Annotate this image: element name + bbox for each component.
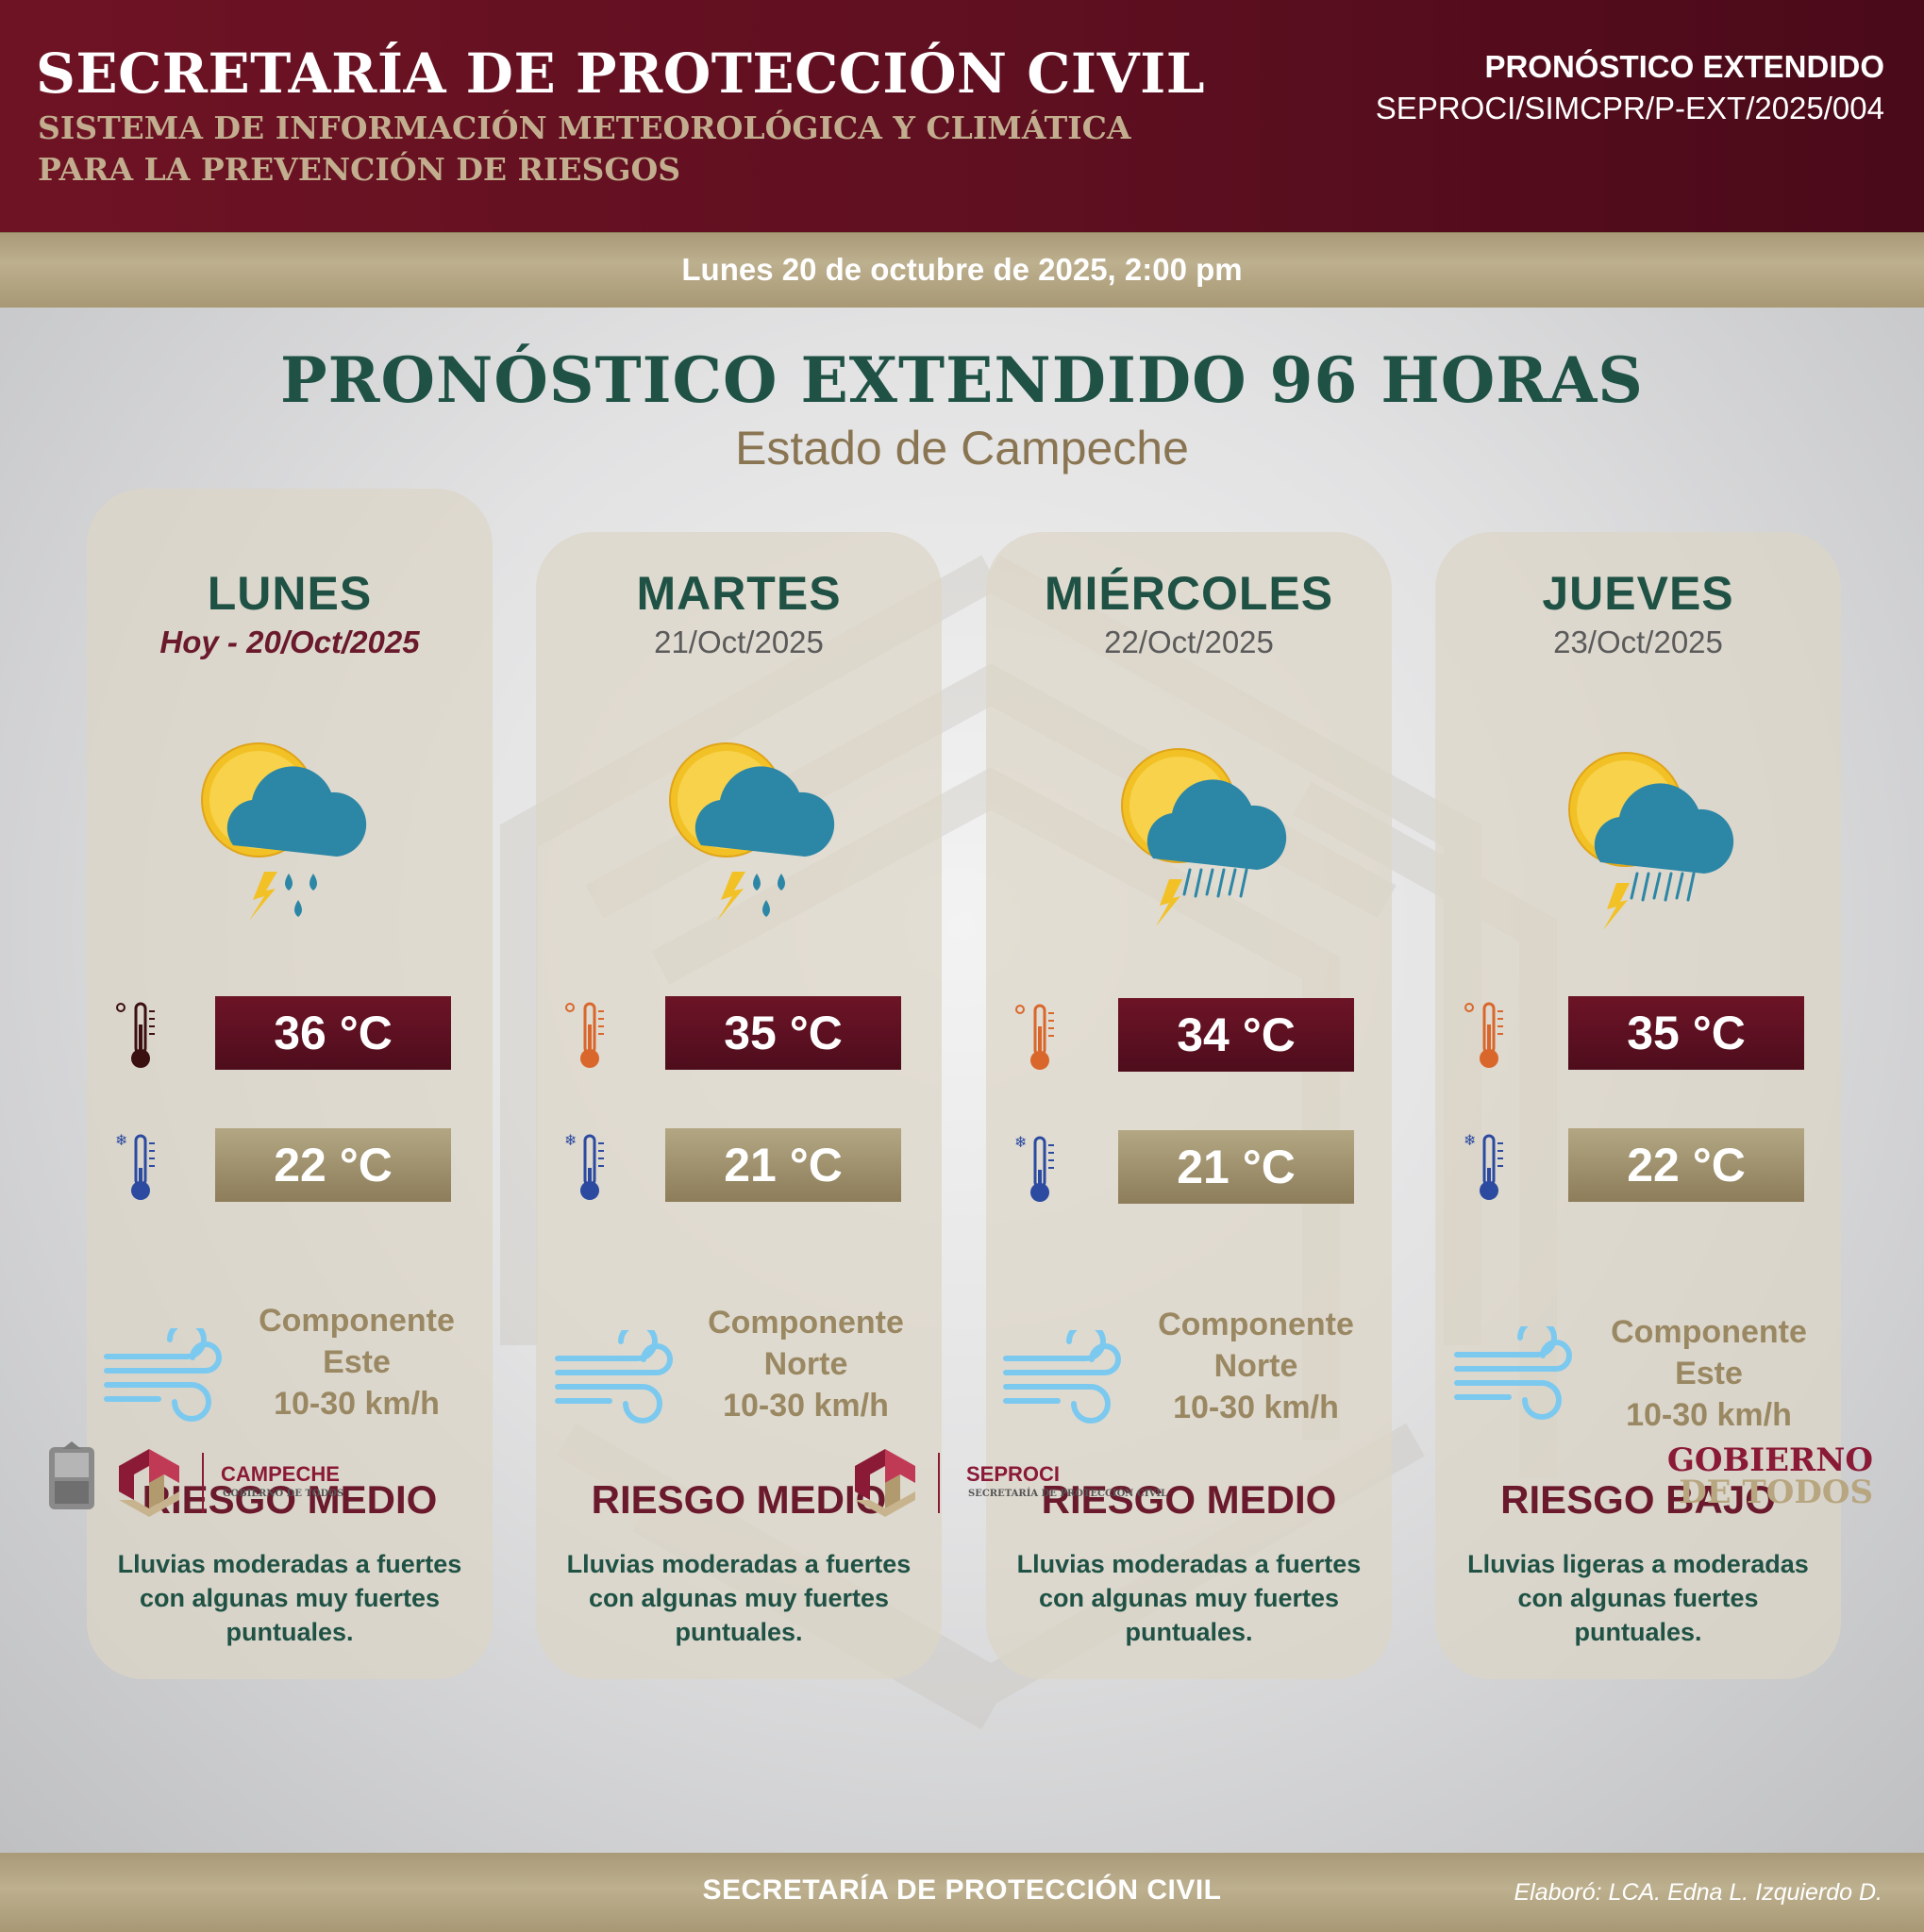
seproci-emblem-icon: [855, 1449, 915, 1517]
forecast-panel: PRONÓSTICO EXTENDIDO 96 HORAS Estado de …: [0, 308, 1924, 1853]
header-banner: SECRETARÍA DE PROTECCIÓN CIVIL SISTEMA D…: [0, 0, 1924, 232]
max-temperature: 36 °C: [215, 996, 451, 1070]
min-temperature: 21 °C: [1118, 1130, 1354, 1204]
forecast-region: Estado de Campeche: [735, 422, 1189, 475]
svg-text:❄: ❄: [1014, 1133, 1027, 1151]
min-temperature: 22 °C: [215, 1128, 451, 1202]
wind-icon: [1003, 1330, 1121, 1424]
day-date: 23/Oct/2025: [1553, 625, 1723, 659]
day-name: LUNES: [207, 567, 373, 620]
min-temperature-thermometer-icon: ❄: [564, 1131, 604, 1200]
svg-text:❄: ❄: [564, 1131, 577, 1149]
svg-text:❄: ❄: [1464, 1131, 1476, 1149]
day-date: 22/Oct/2025: [1104, 625, 1274, 659]
agency-subtitle-line1: SISTEMA DE INFORMACIÓN METEOROLÓGICA Y C…: [38, 109, 1131, 146]
risk-description: Lluvias moderadas a fuertes con algunas …: [566, 1550, 912, 1646]
day-date: Hoy - 20/Oct/2025: [159, 625, 420, 659]
campeche-logo-name: CAMPECHE: [221, 1462, 340, 1486]
day-name: MIÉRCOLES: [1044, 567, 1334, 620]
day-card-martes: MARTES 21/Oct/2025 35 °C ❄ 21 °C: [536, 532, 942, 1679]
footer-agency: SECRETARÍA DE PROTECCIÓN CIVIL: [702, 1874, 1222, 1906]
footer-bar: SECRETARÍA DE PROTECCIÓN CIVIL Elaboró: …: [0, 1853, 1924, 1932]
agency-title: SECRETARÍA DE PROTECCIÓN CIVIL: [36, 42, 1205, 106]
risk-description: Lluvias ligeras a moderadas con algunas …: [1467, 1550, 1809, 1646]
sun-cloud-storm-rain-icon: [1568, 752, 1734, 930]
sun-cloud-storm-rain-icon: [1121, 748, 1287, 926]
coat-of-arms-icon: [49, 1441, 94, 1509]
day-card-lunes: LUNES Hoy - 20/Oct/2025 36 °C ❄: [87, 489, 493, 1679]
svg-text:❄: ❄: [115, 1131, 127, 1149]
seproci-logo-name: SEPROCI: [966, 1462, 1061, 1486]
wind-description: Componente Este 10-30 km/h: [259, 1303, 455, 1422]
sun-cloud-storm-drops-icon: [201, 742, 367, 921]
issue-date-bar: Lunes 20 de octubre de 2025, 2:00 pm: [0, 232, 1924, 308]
gobierno-logo-line1: GOBIERNO: [1666, 1441, 1873, 1479]
max-temperature-thermometer-icon: [1464, 1002, 1503, 1068]
forecast-title: PRONÓSTICO EXTENDIDO 96 HORAS: [280, 343, 1644, 417]
risk-level: RIESGO MEDIO: [142, 1477, 438, 1522]
agency-subtitle-line2: PARA LA PREVENCIÓN DE RIESGOS: [38, 151, 681, 188]
max-temperature: 35 °C: [1568, 996, 1804, 1070]
max-temperature-thermometer-icon: [116, 1002, 155, 1068]
max-temperature-thermometer-icon: [565, 1002, 604, 1068]
sun-cloud-storm-drops-icon: [669, 742, 835, 921]
risk-description: Lluvias moderadas a fuertes con algunas …: [117, 1550, 462, 1646]
risk-level: RIESGO MEDIO: [1041, 1477, 1337, 1522]
risk-description: Lluvias moderadas a fuertes con algunas …: [1016, 1550, 1362, 1646]
risk-level: RIESGO BAJO: [1500, 1477, 1776, 1522]
campeche-logo-tagline: GOBIERNO DE TODOS: [223, 1489, 344, 1499]
footer-author: Elaboró: LCA. Edna L. Izquierdo D.: [1514, 1879, 1882, 1906]
campeche-emblem-icon: [119, 1449, 179, 1517]
max-temperature: 35 °C: [665, 996, 901, 1070]
document-id: SEPROCI/SIMCPR/P-EXT/2025/004: [1375, 91, 1884, 125]
min-temperature-thermometer-icon: ❄: [1014, 1133, 1054, 1202]
day-name: MARTES: [636, 567, 842, 620]
wind-icon: [555, 1330, 673, 1424]
wind-description: Componente Norte 10-30 km/h: [1158, 1307, 1354, 1425]
gobierno-logo-line2: DE TODOS: [1679, 1474, 1873, 1511]
seproci-logo-tagline: SECRETARÍA DE PROTECCIÓN CIVIL: [968, 1489, 1168, 1499]
max-temperature-thermometer-icon: [1015, 1004, 1054, 1070]
min-temperature-thermometer-icon: ❄: [115, 1131, 155, 1200]
issue-date: Lunes 20 de octubre de 2025, 2:00 pm: [681, 252, 1243, 287]
min-temperature: 21 °C: [665, 1128, 901, 1202]
seproci-logo: SEPROCI SECRETARÍA DE PROTECCIÓN CIVIL: [847, 1441, 1187, 1526]
min-temperature: 22 °C: [1568, 1128, 1804, 1202]
min-temperature-thermometer-icon: ❄: [1464, 1131, 1503, 1200]
campeche-logo: CAMPECHE GOBIERNO DE TODOS: [45, 1441, 385, 1526]
day-date: 21/Oct/2025: [654, 625, 824, 659]
day-card-jueves: JUEVES 23/Oct/2025 35 °C ❄ 22: [1435, 532, 1841, 1679]
risk-level: RIESGO MEDIO: [591, 1477, 887, 1522]
wind-icon: [104, 1328, 222, 1422]
day-name: JUEVES: [1542, 567, 1734, 620]
document-type: PRONÓSTICO EXTENDIDO: [1484, 49, 1884, 84]
wind-description: Componente Este 10-30 km/h: [1611, 1314, 1807, 1433]
wind-icon: [1454, 1326, 1572, 1420]
day-card-miercoles: MIÉRCOLES 22/Oct/2025 34 °C ❄: [986, 532, 1392, 1679]
max-temperature: 34 °C: [1118, 998, 1354, 1072]
wind-description: Componente Norte 10-30 km/h: [708, 1305, 904, 1424]
